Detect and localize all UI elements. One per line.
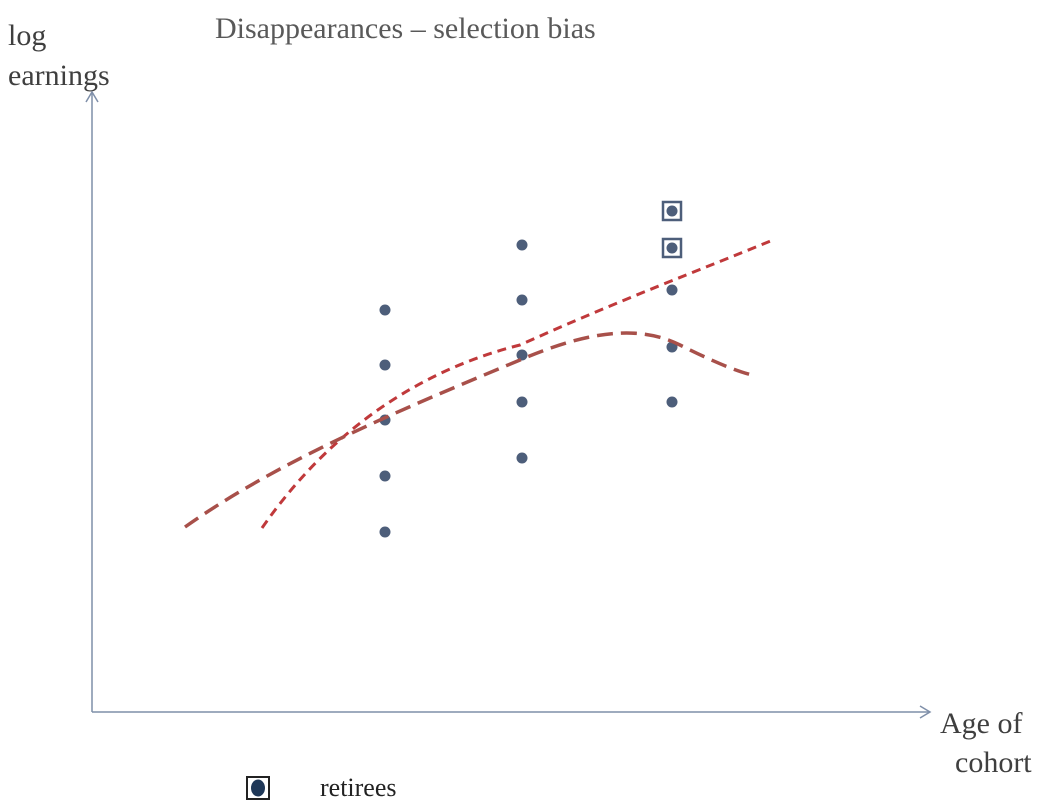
trend-curve [183, 331, 753, 529]
x-axis-label: cohort [955, 746, 1032, 779]
y-axis-label: earnings [8, 59, 110, 92]
dots [379, 200, 683, 538]
trend-curve [260, 238, 774, 529]
legend: retirees [246, 773, 397, 802]
title: Disappearances – selection bias [215, 12, 596, 45]
y-axis-label: log [8, 19, 46, 52]
legend-label: retirees [320, 773, 397, 802]
x-axis-label: Age of [940, 707, 1022, 740]
